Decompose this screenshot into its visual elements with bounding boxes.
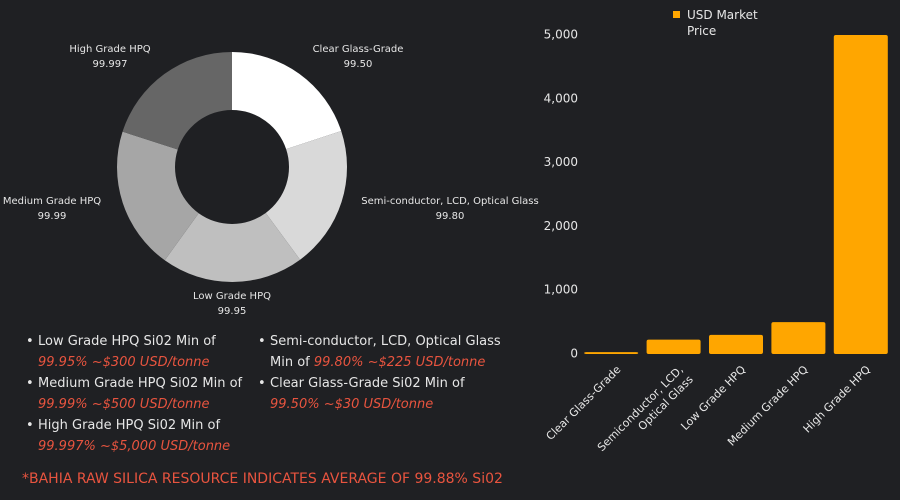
bullet-item: Medium Grade HPQ Si02 Min of 99.99% ~$500…: [26, 373, 243, 415]
y-tick-label: 4,000: [544, 91, 578, 105]
donut-segment: [265, 130, 347, 260]
legend-swatch: [673, 11, 680, 18]
legend-line: Price: [687, 24, 716, 38]
bullet-text: Semi-conductor, LCD, Optical Glass: [270, 334, 501, 349]
bullet-text: Medium Grade HPQ Si02 Min of: [38, 376, 243, 391]
bar: [709, 334, 763, 354]
bullet-highlight: 99.50% ~$30 USD/tonne: [270, 397, 434, 412]
y-tick-label: 2,000: [544, 219, 578, 233]
donut-segment: [117, 131, 199, 261]
bullet-text: Clear Glass-Grade Si02 Min of: [270, 376, 465, 391]
segment-label: Low Grade HPQ: [193, 291, 271, 302]
y-tick-label: 0: [570, 347, 578, 361]
segment-value: 99.80: [436, 211, 465, 222]
legend-line: USD Market: [687, 8, 758, 22]
bullet-item: Clear Glass-Grade Si02 Min of 99.50% ~$30…: [258, 373, 465, 415]
donut-segment: [122, 52, 232, 150]
segment-label: High Grade HPQ: [69, 44, 150, 55]
bullet-item: Low Grade HPQ Si02 Min of 99.95% ~$300 US…: [26, 331, 216, 373]
segment-label: Semi-conductor, LCD, Optical Glass: [361, 196, 538, 207]
legend-label: USD Market Price: [687, 8, 758, 38]
y-tick-label: 3,000: [544, 155, 578, 169]
bullet-highlight: 99.99% ~$500 USD/tonne: [38, 397, 210, 412]
y-tick-label: 1,000: [544, 283, 578, 297]
footnote: *BAHIA RAW SILICA RESOURCE INDICATES AVE…: [22, 471, 503, 487]
bullet-text: High Grade HPQ Si02 Min of: [38, 418, 221, 433]
bullet-text: Min of: [270, 355, 310, 370]
segment-label: Clear Glass-Grade: [313, 44, 404, 55]
bullet-item: Semi-conductor, LCD, Optical Glass Min of…: [258, 331, 501, 373]
donut-segment: [232, 52, 342, 150]
donut-segment: [164, 212, 301, 283]
x-tick-label: High Grade HPQ: [801, 363, 874, 436]
segment-value: 99.997: [93, 59, 128, 70]
bullet-highlight: 99.80% ~$225 USD/tonne: [313, 355, 486, 370]
segment-value: 99.99: [38, 211, 67, 222]
bar: [771, 322, 826, 354]
segment-label: Medium Grade HPQ: [3, 196, 101, 207]
bar: [584, 352, 639, 354]
bullet-text: Low Grade HPQ Si02 Min of: [38, 334, 216, 349]
bullet-highlight: 99.95% ~$300 USD/tonne: [38, 355, 210, 370]
bullet-highlight: 99.997% ~$5,000 USD/tonne: [38, 439, 231, 454]
bar: [646, 339, 701, 354]
bar: [833, 35, 888, 354]
segment-value: 99.50: [344, 59, 373, 70]
y-tick-label: 5,000: [544, 28, 578, 42]
segment-value: 99.95: [218, 306, 247, 317]
x-tick-label: Low Grade HPQ: [678, 363, 748, 433]
bullet-item: High Grade HPQ Si02 Min of 99.997% ~$5,00…: [26, 415, 231, 457]
